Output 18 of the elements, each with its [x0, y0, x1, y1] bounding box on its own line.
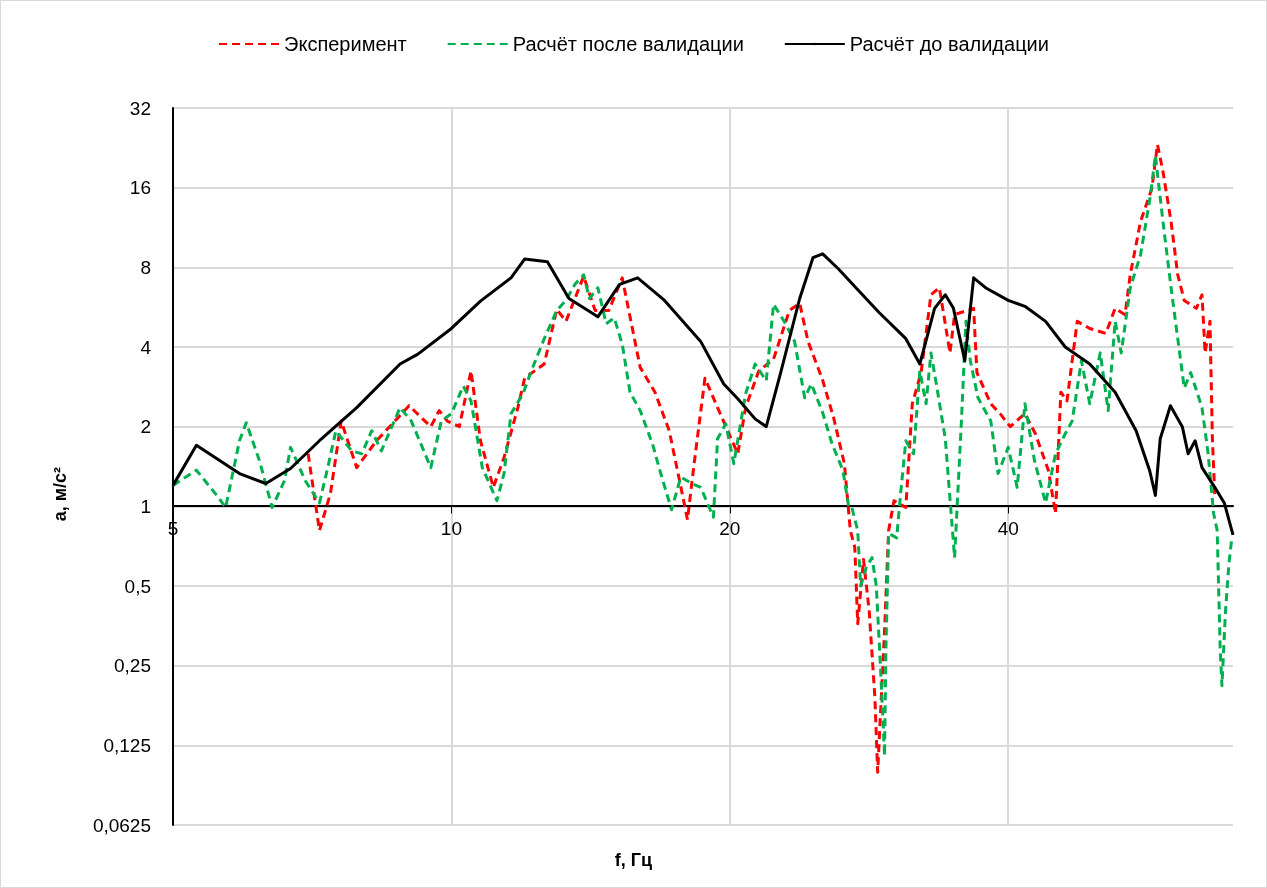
x-tick-label: 10: [440, 518, 462, 540]
legend-label: Расчёт после валидации: [512, 33, 744, 55]
y-tick-label: 4: [140, 336, 152, 358]
legend-label: Эксперимент: [284, 33, 407, 55]
y-tick-label: 0,125: [103, 734, 151, 756]
y-tick-label: 8: [140, 256, 151, 278]
y-tick-label: 0,5: [124, 575, 151, 597]
y-tick-label: 16: [129, 177, 151, 199]
y-tick-label: 0,0625: [92, 814, 151, 836]
y-tick-label: 0,25: [114, 655, 151, 677]
legend-label: Расчёт до валидации: [849, 33, 1049, 55]
y-tick-label: 2: [140, 416, 151, 438]
y-axis-title: a, м/с²: [50, 466, 70, 522]
x-axis-title: f, Гц: [614, 850, 653, 870]
y-tick-label: 1: [140, 495, 151, 517]
y-tick-label: 32: [129, 97, 151, 119]
x-tick-label: 40: [997, 518, 1019, 540]
x-tick-label: 20: [719, 518, 741, 540]
